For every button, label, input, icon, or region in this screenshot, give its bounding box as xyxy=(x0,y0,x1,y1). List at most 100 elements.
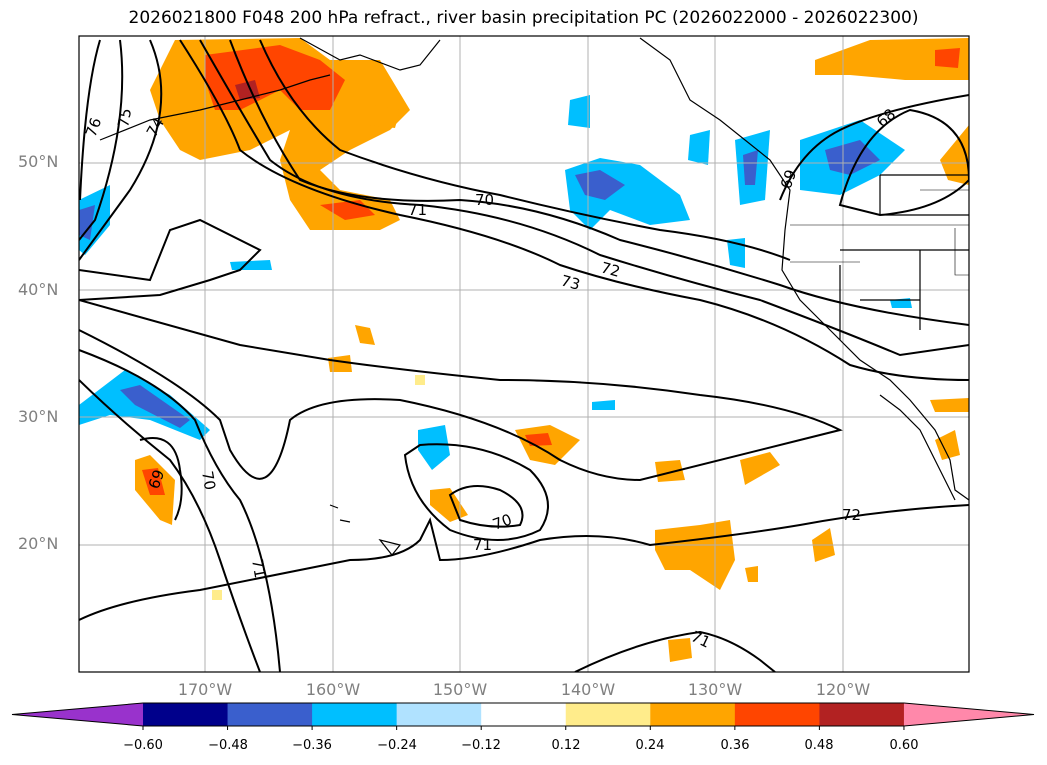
positive-anomaly-orange xyxy=(668,638,692,662)
contour-label: 71 xyxy=(408,201,427,219)
negative-anomaly-lightblue xyxy=(688,130,710,165)
contour-label: 71 xyxy=(688,627,713,651)
contour-70-north xyxy=(259,39,791,261)
contour-71-north xyxy=(229,39,969,326)
lon-label: 120°W xyxy=(815,680,871,699)
colorbar-tick-label: 0.24 xyxy=(635,738,665,753)
contour-label: 72 xyxy=(599,258,622,280)
contour-label: 71 xyxy=(473,536,492,554)
positive-anomaly-orange xyxy=(355,325,375,345)
contour-76 xyxy=(79,39,101,201)
colorbar-segment xyxy=(312,703,398,726)
negative-anomaly-lightblue xyxy=(568,95,590,128)
colorbar-segment xyxy=(734,703,820,726)
contour-69 xyxy=(779,94,969,201)
positive-anomaly-orange xyxy=(655,460,685,482)
contour-71-bottom xyxy=(574,630,776,672)
positive-anomaly-orange xyxy=(745,566,758,582)
contour-label: 70 xyxy=(490,510,514,533)
colorbar-segment xyxy=(143,703,229,726)
colorbar-tick-label: −0.60 xyxy=(123,738,163,753)
colorbar-extend-high xyxy=(903,703,1034,726)
colorbar-segment xyxy=(481,703,567,726)
negative-anomaly-blue xyxy=(743,150,758,185)
negative-anomaly-lightblue xyxy=(727,238,745,268)
lat-label: 20°N xyxy=(18,534,59,553)
contour-68 xyxy=(838,108,969,217)
lon-label: 160°W xyxy=(305,680,361,699)
colorbar-tick-label: 0.12 xyxy=(551,738,581,753)
negative-anomaly-blue xyxy=(79,205,95,240)
positive-anomaly-yellow xyxy=(212,590,222,600)
lat-label: 30°N xyxy=(18,407,59,426)
contour-label: 72 xyxy=(842,506,861,524)
lat-label: 50°N xyxy=(18,152,59,171)
contour-69-south xyxy=(139,437,183,521)
contour-label: 71 xyxy=(248,558,269,580)
positive-anomaly-yellow xyxy=(415,375,425,385)
colorbar-tick-label: 0.60 xyxy=(889,738,919,753)
colorbar-segment xyxy=(650,703,736,726)
colorbar-segment xyxy=(565,703,651,726)
positive-anomaly-orange xyxy=(740,452,780,485)
positive-anomaly-orange xyxy=(815,38,969,80)
lon-label: 140°W xyxy=(560,680,616,699)
negative-anomaly-lightblue xyxy=(565,158,690,230)
lon-label: 130°W xyxy=(687,680,743,699)
contour-label: 68 xyxy=(873,105,899,131)
contour-71-loop xyxy=(403,443,549,541)
lon-label: 170°W xyxy=(177,680,233,699)
contour-73-north xyxy=(179,39,969,381)
contour-label: 69 xyxy=(777,167,800,191)
map-frame xyxy=(78,35,970,673)
chart-title: 2026021800 F048 200 hPa refract., river … xyxy=(128,8,919,28)
colorbar-tick-label: −0.12 xyxy=(461,738,501,753)
precip-shading xyxy=(79,38,969,662)
colorbar-tick-label: −0.24 xyxy=(377,738,417,753)
contour-label: 70 xyxy=(475,191,494,209)
contour-label: 76 xyxy=(82,115,105,139)
positive-anomaly-orange xyxy=(935,430,960,460)
contour-lowest xyxy=(79,379,261,672)
contour-mid-west xyxy=(79,218,262,301)
contour-label: 73 xyxy=(559,271,582,293)
positive-anomaly-orange xyxy=(930,398,969,412)
colorbar-segment xyxy=(819,703,905,726)
positive-anomaly-red xyxy=(935,48,960,68)
positive-anomaly-orange xyxy=(370,105,400,128)
contour-75 xyxy=(79,39,124,241)
positive-anomaly-orange xyxy=(430,488,468,522)
coastlines xyxy=(99,37,969,556)
colorbar xyxy=(11,702,1035,730)
contour-label: 70 xyxy=(198,470,219,492)
positive-anomaly-orange xyxy=(328,355,352,372)
colorbar-extend-low xyxy=(12,703,143,726)
positive-anomaly-orange xyxy=(940,125,969,185)
colorbar-tick-label: −0.48 xyxy=(208,738,248,753)
map-content: 76 75 74 71 70 72 73 68 69 70 71 70 71 7… xyxy=(79,36,969,672)
colorbar-tick-label: 0.36 xyxy=(720,738,750,753)
contour-70-loop xyxy=(448,485,524,528)
negative-anomaly-lightblue xyxy=(230,260,272,270)
contour-label: 69 xyxy=(145,467,168,491)
contour-74 xyxy=(79,39,163,261)
lat-label: 40°N xyxy=(18,280,59,299)
contour-71-south xyxy=(79,299,843,482)
states xyxy=(790,189,969,276)
contour-70-south xyxy=(79,349,281,672)
colorbar-tick-label: 0.48 xyxy=(804,738,834,753)
negative-anomaly-lightblue xyxy=(418,425,450,470)
negative-anomaly-blue xyxy=(825,140,880,175)
negative-anomaly-lightblue xyxy=(592,400,615,410)
positive-anomaly-red xyxy=(142,468,165,495)
colorbar-tick-label: −0.36 xyxy=(292,738,332,753)
contour-72-south xyxy=(79,504,969,621)
contour-72-north xyxy=(199,39,969,357)
contour-label: 75 xyxy=(114,107,135,129)
graticule xyxy=(79,36,969,672)
colorbar-segment xyxy=(396,703,482,726)
colorbar-segment xyxy=(227,703,313,726)
positive-anomaly-orange xyxy=(655,520,735,590)
lon-label: 150°W xyxy=(432,680,488,699)
